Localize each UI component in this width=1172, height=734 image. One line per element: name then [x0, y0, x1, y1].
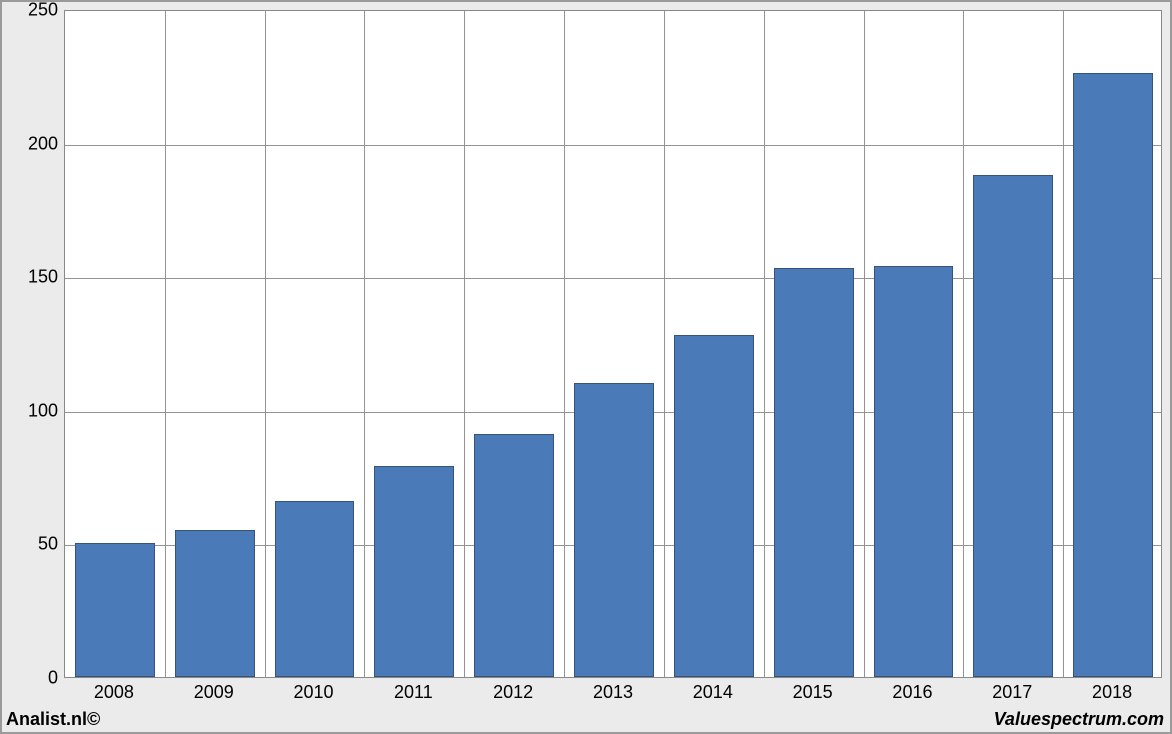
bar-2010	[275, 501, 355, 677]
y-tick-label: 200	[8, 133, 58, 154]
gridline-vertical	[165, 11, 166, 677]
x-tick-label: 2011	[394, 682, 433, 703]
x-tick-label: 2009	[194, 682, 234, 703]
x-tick-label: 2013	[593, 682, 633, 703]
credit-left: Analist.nl©	[6, 709, 100, 730]
gridline-horizontal	[65, 145, 1161, 146]
bar-2016	[874, 266, 954, 677]
y-tick-label: 100	[8, 400, 58, 421]
x-tick-label: 2014	[693, 682, 733, 703]
x-tick-label: 2017	[992, 682, 1032, 703]
x-tick-label: 2008	[94, 682, 134, 703]
y-tick-label: 150	[8, 267, 58, 288]
y-tick-label: 250	[8, 0, 58, 21]
plot-area	[64, 10, 1162, 678]
x-tick-label: 2010	[294, 682, 334, 703]
bar-2014	[674, 335, 754, 677]
gridline-vertical	[265, 11, 266, 677]
gridline-vertical	[764, 11, 765, 677]
chart-frame: 2008 2009 2010 2011 2012 2013 2014 2015 2016 2017…	[0, 0, 1172, 734]
x-tick-label: 2012	[493, 682, 533, 703]
bar-2009	[175, 530, 255, 677]
bar-2008	[75, 543, 155, 677]
gridline-vertical	[664, 11, 665, 677]
credit-right: Valuespectrum.com	[994, 709, 1164, 730]
x-axis-band: 2008 2009 2010 2011 2012 2013 2014 2015 2016 2017…	[64, 678, 1162, 708]
x-tick-label: 2015	[793, 682, 833, 703]
bar-2013	[574, 383, 654, 677]
gridline-vertical	[1063, 11, 1064, 677]
gridline-vertical	[963, 11, 964, 677]
x-tick-label: 2018	[1092, 682, 1132, 703]
gridline-vertical	[364, 11, 365, 677]
bar-2015	[774, 268, 854, 677]
bar-2017	[973, 175, 1053, 677]
bar-2012	[474, 434, 554, 677]
gridline-vertical	[464, 11, 465, 677]
gridline-vertical	[864, 11, 865, 677]
y-tick-label: 0	[8, 668, 58, 689]
bar-2018	[1073, 73, 1153, 677]
bar-2011	[374, 466, 454, 677]
gridline-vertical	[564, 11, 565, 677]
y-tick-label: 50	[8, 534, 58, 555]
x-tick-label: 2016	[892, 682, 932, 703]
